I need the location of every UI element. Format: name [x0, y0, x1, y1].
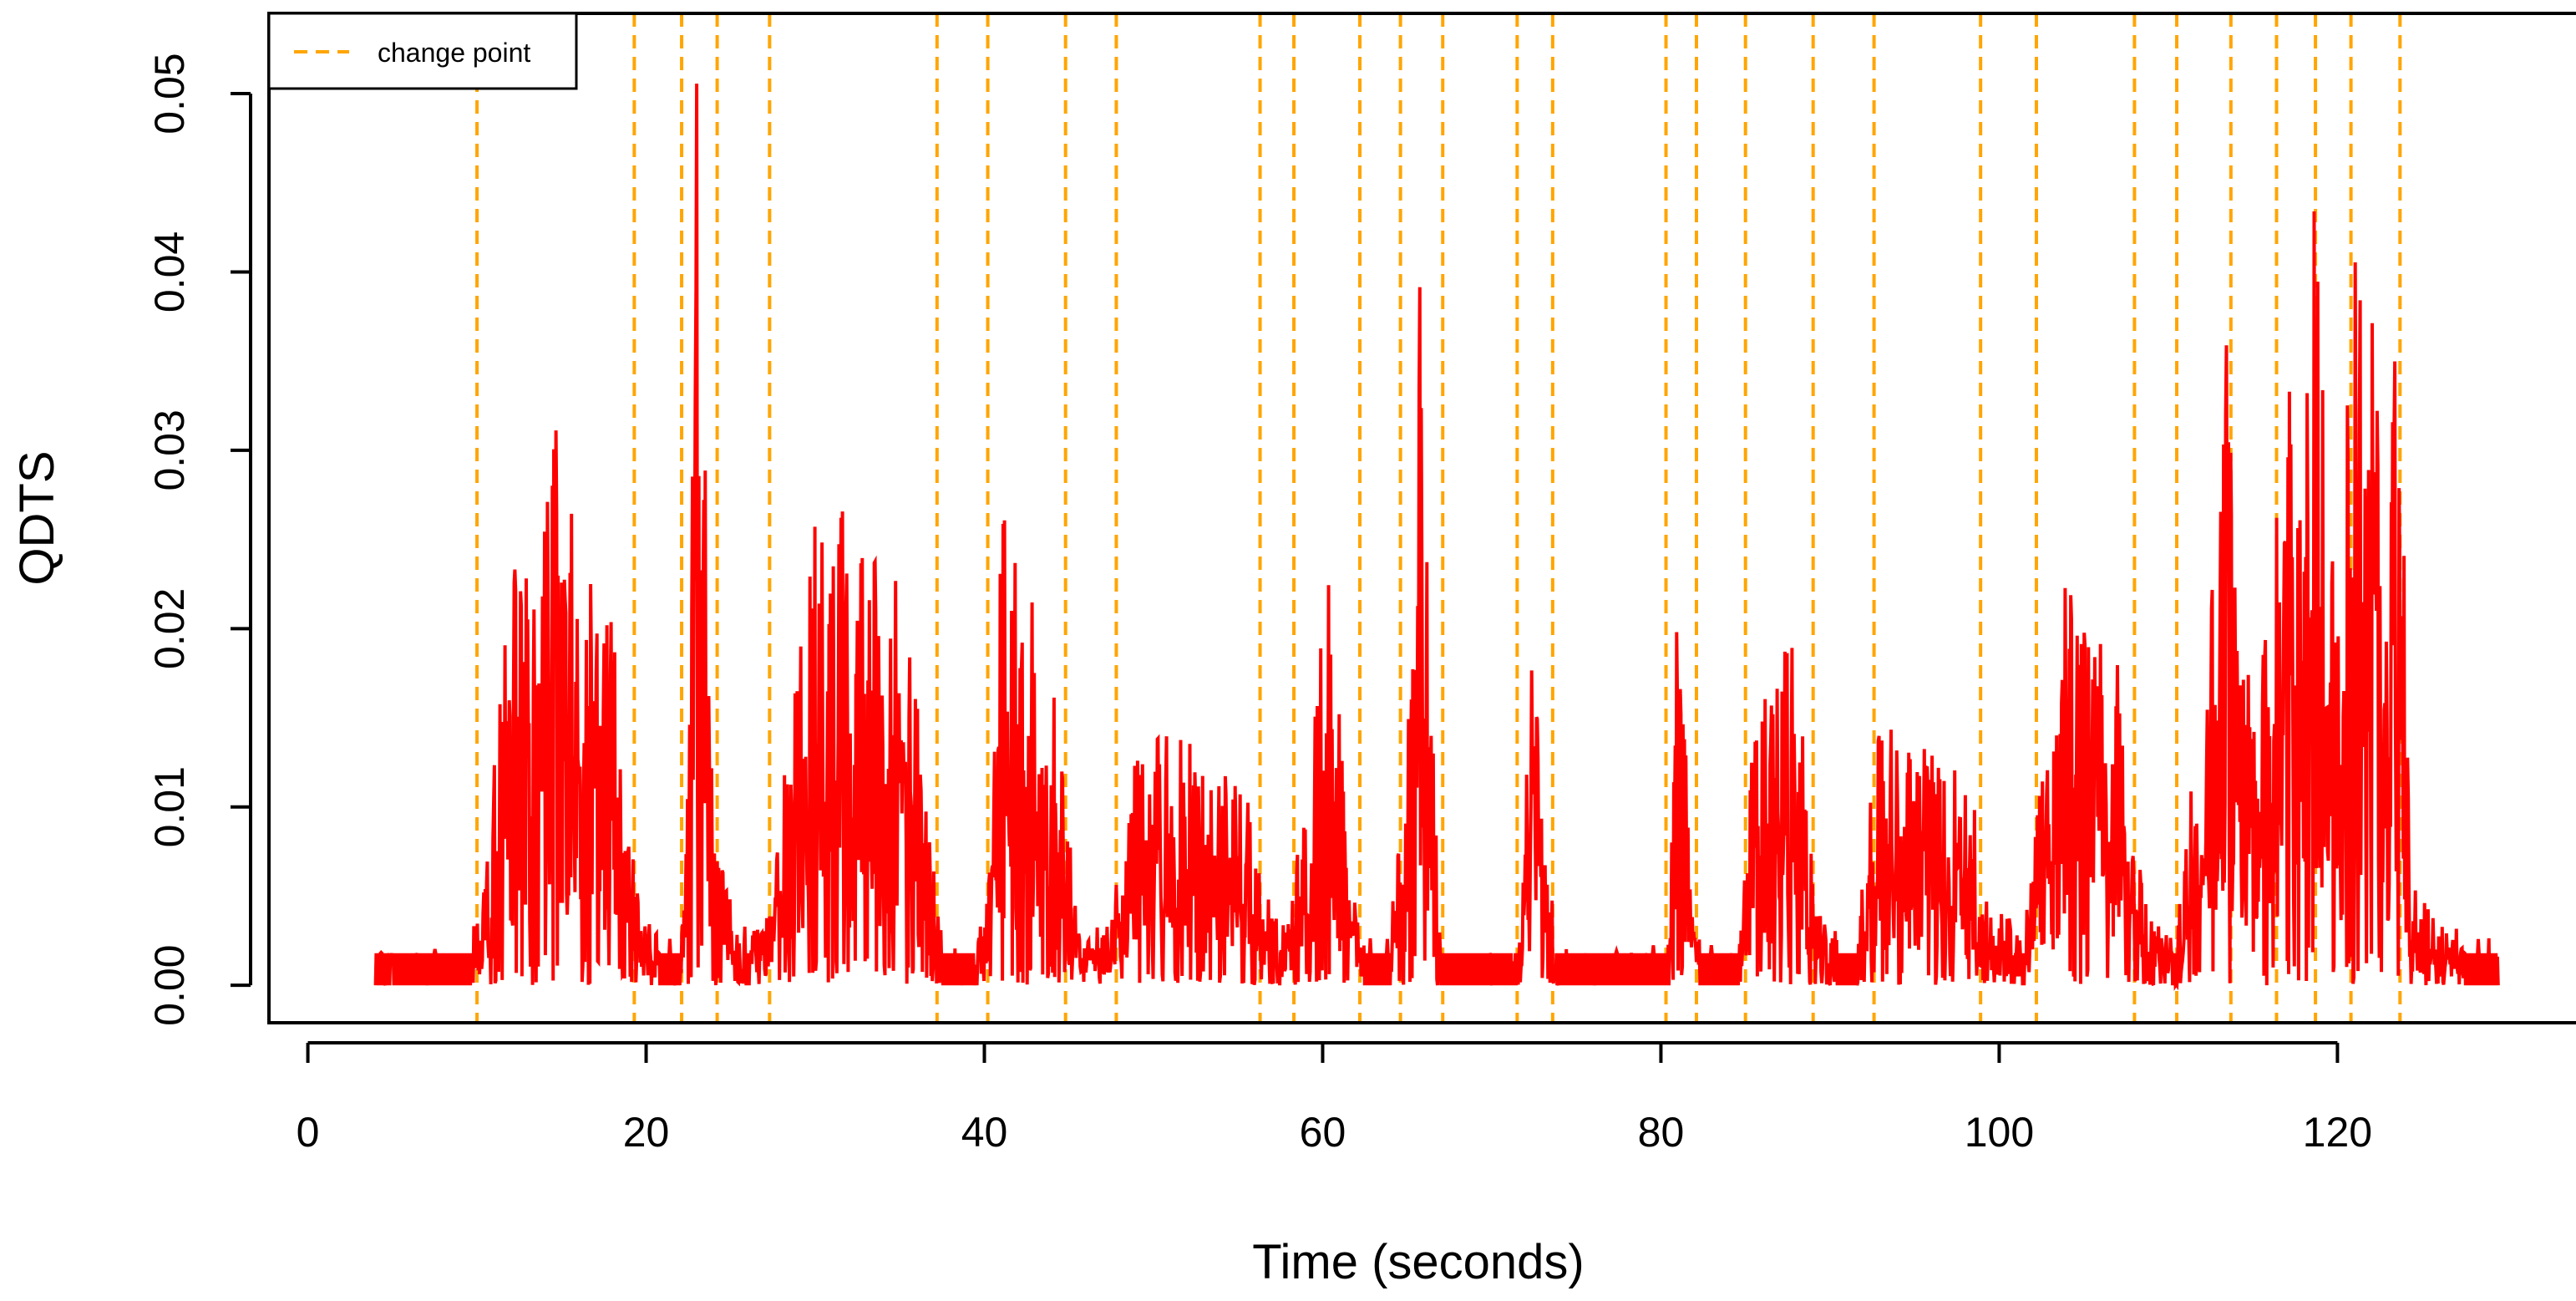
legend-label-change-point: change point	[378, 38, 530, 68]
y-tick-label: 0.04	[146, 231, 193, 313]
x-tick-label: 40	[961, 1109, 1008, 1156]
x-tick-label: 80	[1638, 1109, 1685, 1156]
y-tick-label: 0.01	[146, 766, 193, 847]
x-axis: 0 20 40 60 80 100 120	[297, 1041, 2372, 1156]
x-tick-label: 100	[1965, 1109, 2034, 1156]
y-axis-title: QDTS	[10, 450, 64, 585]
x-tick-label: 0	[297, 1109, 320, 1156]
legend: change point	[267, 12, 578, 90]
x-tick-label: 20	[623, 1109, 670, 1156]
y-tick-label: 0.03	[146, 409, 193, 490]
series-layer	[373, 84, 2500, 992]
x-tick-label: 60	[1300, 1109, 1346, 1156]
series-line	[373, 84, 2500, 992]
y-tick-label: 0.02	[146, 588, 193, 669]
plot-frame	[267, 12, 2576, 1024]
y-tick-label: 0.05	[146, 53, 193, 134]
x-tick-label: 120	[2303, 1109, 2372, 1156]
y-axis: 0.00 0.01 0.02 0.03 0.04 0.05	[146, 53, 252, 1026]
y-tick-label: 0.00	[146, 945, 193, 1026]
x-axis-title: Time (seconds)	[1252, 1235, 1585, 1289]
